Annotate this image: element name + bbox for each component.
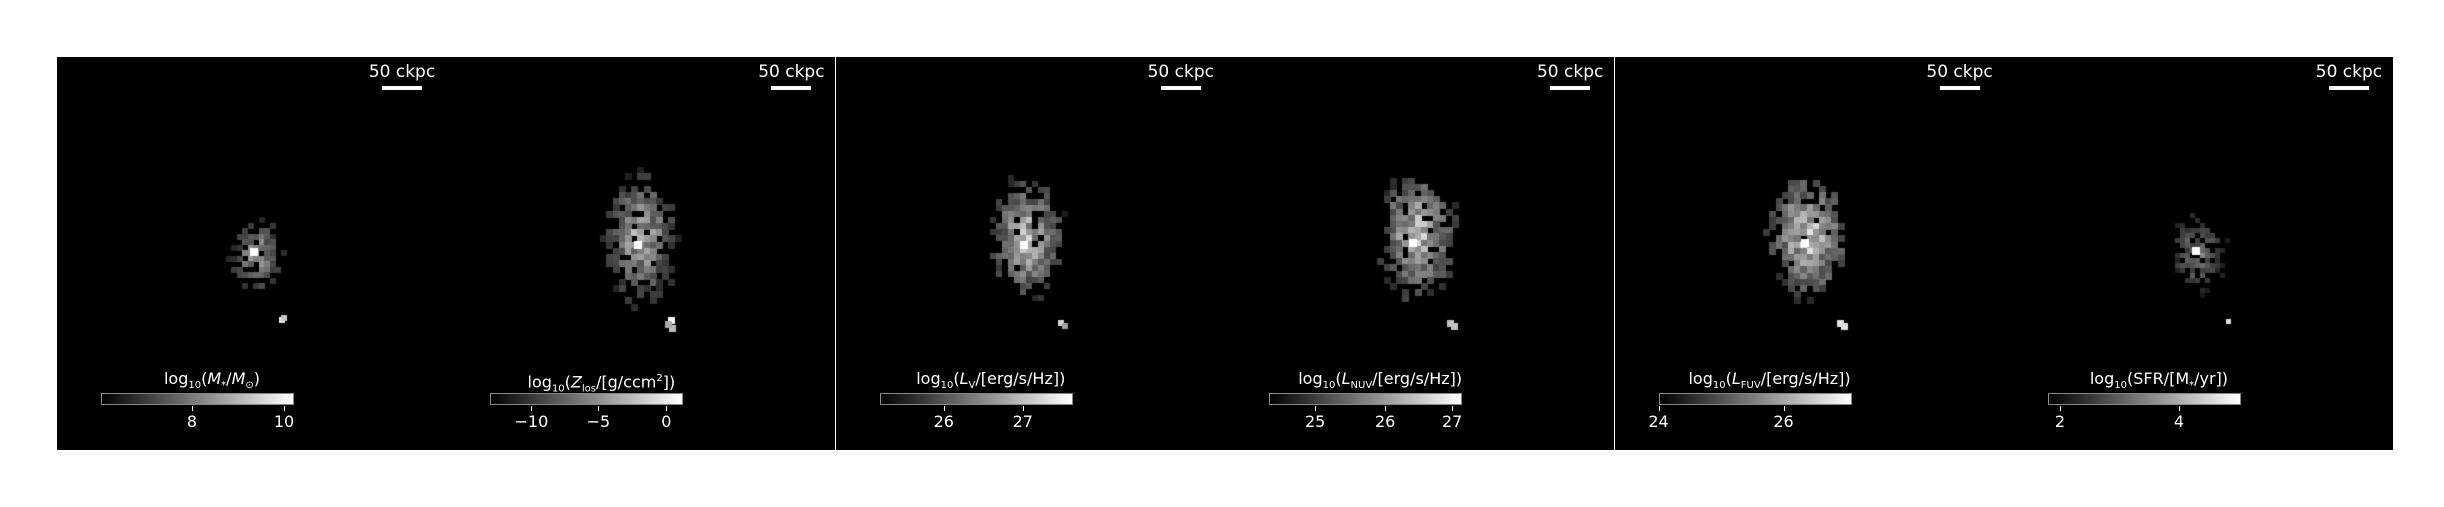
colorbar-tick bbox=[1385, 406, 1387, 411]
colorbar-tick bbox=[1783, 406, 1785, 411]
scale-bar bbox=[1939, 86, 1980, 90]
colorbar-tick bbox=[531, 406, 533, 411]
scale-bar-label: 50 ckpc bbox=[1536, 62, 1604, 82]
panel-lv: 50 ckpc log10(LV/[erg/s/Hz]) 26 27 bbox=[835, 57, 1225, 450]
galaxy-map-sfr bbox=[2003, 57, 2393, 450]
panel-mstar: 50 ckpc log10(M*/M⊙) 8 10 bbox=[57, 57, 446, 450]
colorbar-title: log10(Zlos/[g/ccm2]) bbox=[527, 372, 676, 395]
colorbar-tick bbox=[943, 406, 945, 411]
galaxy-map-lv bbox=[835, 57, 1225, 450]
colorbar-title: log10(LFUV/[erg/s/Hz]) bbox=[1688, 369, 1851, 392]
colorbar-tick bbox=[284, 406, 285, 411]
colorbar-tick bbox=[1315, 406, 1317, 411]
colorbar bbox=[1269, 393, 1463, 405]
colorbar-tick-label: 10 bbox=[273, 412, 295, 431]
colorbar bbox=[879, 393, 1073, 405]
colorbar-tick-label: 8 bbox=[186, 412, 198, 431]
colorbar-tick-label: 26 bbox=[933, 412, 954, 431]
colorbar-tick bbox=[1022, 406, 1024, 411]
colorbar bbox=[1658, 393, 1852, 405]
colorbar-tick bbox=[666, 406, 668, 411]
colorbar-tick-label: 27 bbox=[1441, 412, 1463, 431]
colorbar-tick bbox=[2059, 406, 2061, 411]
colorbar-tick-label: 24 bbox=[1648, 412, 1669, 431]
colorbar-tick bbox=[598, 406, 600, 411]
scale-bar bbox=[1160, 86, 1201, 90]
colorbar-tick-label: 25 bbox=[1304, 412, 1326, 431]
colorbar-title: log10(LNUV/[erg/s/Hz]) bbox=[1298, 369, 1463, 392]
scale-bar-label: 50 ckpc bbox=[1926, 62, 1993, 82]
galaxy-map-zlos bbox=[446, 57, 836, 450]
colorbar-tick-label: 2 bbox=[2054, 412, 2066, 431]
galaxy-map-lfuv bbox=[1614, 57, 2004, 450]
panel-lfuv: 50 ckpc log10(LFUV/[erg/s/Hz]) 24 26 bbox=[1614, 57, 2004, 450]
colorbar-tick-label: 4 bbox=[2173, 412, 2185, 431]
colorbar bbox=[490, 393, 684, 405]
scale-bar bbox=[1550, 86, 1591, 90]
colorbar-tick-label: 26 bbox=[1773, 412, 1794, 431]
colorbar bbox=[101, 393, 294, 405]
panel-sfr: 50 ckpc log10(SFR/[M*/yr]) 2 4 bbox=[2003, 57, 2393, 450]
colorbar-tick bbox=[1452, 406, 1454, 411]
scale-bar bbox=[2328, 86, 2369, 90]
colorbar-title: log10(M*/M⊙) bbox=[163, 369, 261, 392]
colorbar-tick-label: 26 bbox=[1374, 412, 1396, 431]
scale-bar bbox=[382, 86, 422, 90]
galaxy-map-lnuv bbox=[1225, 57, 1615, 450]
panel-lnuv: 50 ckpc log10(LNUV/[erg/s/Hz]) 25 26 27 bbox=[1225, 57, 1615, 450]
scale-bar-label: 50 ckpc bbox=[758, 62, 825, 82]
colorbar-title: log10(SFR/[M*/yr]) bbox=[2089, 369, 2229, 392]
image-strip: 50 ckpc log10(M*/M⊙) 8 10 50 ckpc log10(Zlos/… bbox=[57, 57, 2393, 450]
colorbar bbox=[2047, 393, 2241, 405]
scale-bar-label: 50 ckpc bbox=[2315, 62, 2383, 82]
colorbar-tick bbox=[2178, 406, 2180, 411]
colorbar-tick-label: −5 bbox=[586, 412, 611, 431]
galaxy-map-mstar bbox=[57, 57, 446, 450]
colorbar-tick bbox=[1658, 406, 1660, 411]
colorbar-tick-label: −10 bbox=[514, 412, 549, 431]
scale-bar-label: 50 ckpc bbox=[1147, 62, 1214, 82]
colorbar-tick-label: 27 bbox=[1012, 412, 1033, 431]
colorbar-tick bbox=[192, 406, 193, 411]
scale-bar-label: 50 ckpc bbox=[368, 62, 436, 82]
scale-bar bbox=[771, 86, 812, 90]
colorbar-tick-label: 0 bbox=[661, 412, 672, 431]
panel-zlos: 50 ckpc log10(Zlos/[g/ccm2]) −10 −5 0 bbox=[446, 57, 836, 450]
colorbar-title: log10(LV/[erg/s/Hz]) bbox=[916, 369, 1066, 392]
